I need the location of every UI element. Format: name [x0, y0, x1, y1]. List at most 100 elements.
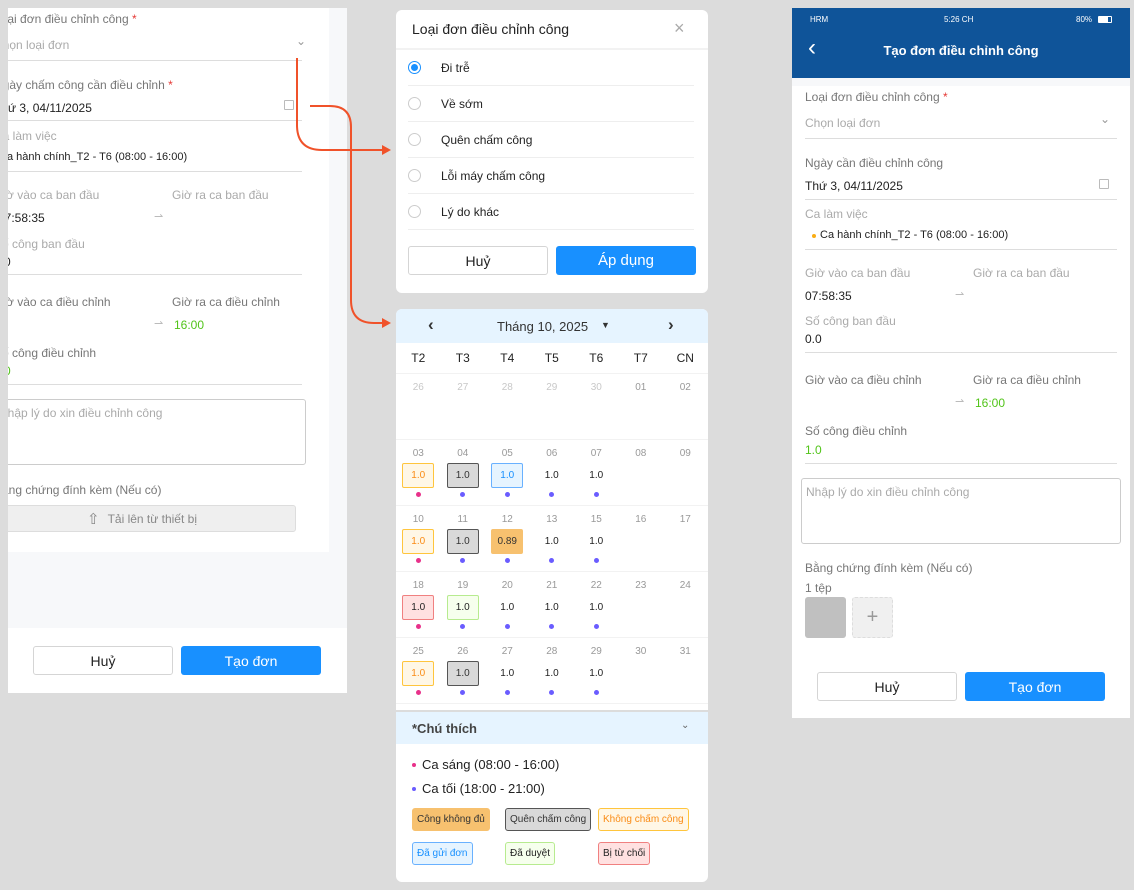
calendar-day[interactable]: 27 1.0	[485, 638, 530, 695]
calendar-day[interactable]: 29 1.0	[574, 638, 619, 695]
legend-shift-morning: Ca sáng (08:00 - 16:00)	[412, 757, 559, 772]
attachment-thumbnail[interactable]	[805, 597, 846, 638]
radio-button[interactable]	[408, 133, 421, 146]
day-number: 29	[590, 646, 602, 657]
legend-tag: Đã duyệt	[505, 842, 556, 865]
calendar-day[interactable]: 19 1.0	[441, 572, 486, 629]
shift-text: Ca sáng (08:00 - 16:00)	[422, 757, 560, 772]
submit-button[interactable]: Tạo đơn	[181, 646, 321, 675]
day-number: 21	[546, 580, 558, 591]
calendar-day[interactable]: 28	[485, 374, 530, 393]
calendar-day[interactable]: 24	[663, 572, 708, 591]
close-icon[interactable]: ×	[674, 18, 685, 38]
cancel-button[interactable]: Huỷ	[817, 672, 957, 701]
day-number: 03	[412, 448, 424, 459]
calendar-day[interactable]: 31	[663, 638, 708, 657]
next-month-icon[interactable]: ›	[668, 315, 674, 334]
date-field[interactable]: Thứ 3, 04/11/2025	[805, 179, 903, 193]
calendar-day[interactable]: 22 1.0	[574, 572, 619, 629]
clock: 5:26 CH	[944, 15, 974, 24]
work-value: 1.0	[491, 463, 524, 488]
cancel-button[interactable]: Huỷ	[33, 646, 173, 675]
radio-button[interactable]	[408, 97, 421, 110]
type-select[interactable]: Chọn loại đơn	[8, 38, 70, 52]
radio-button[interactable]	[408, 169, 421, 182]
option-5[interactable]: Lý do khác	[408, 194, 694, 230]
chevron-down-icon[interactable]: ⌄	[296, 34, 307, 48]
calendar-icon[interactable]	[284, 100, 294, 110]
calendar-day[interactable]: 08	[619, 440, 664, 459]
calendar-day[interactable]: 21 1.0	[530, 572, 575, 629]
option-label: Lỗi máy chấm công	[441, 168, 546, 183]
calendar-day[interactable]: 28 1.0	[530, 638, 575, 695]
month-title[interactable]: Tháng 10, 2025	[497, 319, 589, 334]
calendar-day[interactable]: 20 1.0	[485, 572, 530, 629]
reason-textarea[interactable]: Nhập lý do xin điều chỉnh công	[8, 399, 306, 465]
calendar-day[interactable]: 06 1.0	[530, 440, 575, 497]
prev-month-icon[interactable]: ‹	[428, 315, 434, 334]
chevron-down-icon[interactable]: ⌄	[1100, 112, 1111, 126]
calendar-day[interactable]: 30	[574, 374, 619, 393]
calendar-day[interactable]: 25 1.0	[396, 638, 441, 695]
calendar-day[interactable]: 29	[530, 374, 575, 393]
weekday-label: T3	[455, 351, 470, 365]
work-value: 1.0	[544, 536, 559, 547]
calendar-day[interactable]: 01	[619, 374, 664, 393]
calendar-day[interactable]: 09	[663, 440, 708, 459]
work-orig-label: Số công ban đầu	[805, 314, 896, 328]
radio-button[interactable]	[408, 205, 421, 218]
shift-dot	[812, 234, 816, 238]
apply-button[interactable]: Áp dụng	[556, 246, 696, 275]
calendar-day[interactable]: 12 0.89	[485, 506, 530, 563]
calendar-day[interactable]: 18 1.0	[396, 572, 441, 629]
calendar-day[interactable]: 07 1.0	[574, 440, 619, 497]
back-icon[interactable]: ‹	[808, 34, 816, 61]
work-adj-label: Số công điều chỉnh	[8, 346, 97, 360]
day-number: 26	[457, 646, 469, 657]
calendar-day[interactable]: 04 1.0	[441, 440, 486, 497]
add-attachment-button[interactable]: +	[852, 597, 893, 638]
calendar-day[interactable]: 26	[396, 374, 441, 393]
calendar-day[interactable]: 11 1.0	[441, 506, 486, 563]
calendar-day[interactable]: 16	[619, 506, 664, 525]
calendar-day[interactable]: 02	[663, 374, 708, 393]
submit-button[interactable]: Tạo đơn	[965, 672, 1105, 701]
option-4[interactable]: Lỗi máy chấm công	[408, 158, 694, 194]
option-1[interactable]: Đi trễ	[408, 50, 694, 86]
calendar-day[interactable]: 03 1.0	[396, 440, 441, 497]
day-number: 13	[546, 514, 558, 525]
calendar-day[interactable]: 13 1.0	[530, 506, 575, 563]
left-form-panel: Loại đơn điều chỉnh công * Chọn loại đơn…	[8, 8, 347, 693]
radio-button[interactable]	[408, 61, 421, 74]
calendar-day[interactable]: 27	[441, 374, 486, 393]
chevron-down-icon[interactable]: ⌄	[681, 720, 690, 731]
out-adj-value[interactable]: 16:00	[975, 396, 1006, 410]
upload-button[interactable]: ⇧ Tải lên từ thiết bị	[8, 505, 296, 532]
out-adj-value[interactable]: 16:00	[174, 318, 205, 332]
modal-cancel-button[interactable]: Huỷ	[408, 246, 548, 275]
day-number: 22	[590, 580, 602, 591]
plus-icon: +	[866, 606, 879, 628]
calendar-day[interactable]: 26 1.0	[441, 638, 486, 695]
shift-dot	[593, 624, 599, 629]
calendar-day[interactable]: 10 1.0	[396, 506, 441, 563]
reason-textarea[interactable]: Nhập lý do xin điều chỉnh công	[801, 478, 1121, 544]
date-field[interactable]: Thứ 3, 04/11/2025	[8, 101, 92, 115]
caret-down-icon[interactable]: ▼	[601, 320, 610, 330]
day-number: 18	[412, 580, 424, 591]
calendar-day[interactable]: 30	[619, 638, 664, 657]
calendar-day[interactable]: 15 1.0	[574, 506, 619, 563]
type-select[interactable]: Chọn loại đơn	[805, 116, 881, 130]
option-2[interactable]: Về sớm	[408, 86, 694, 122]
day-number: 29	[546, 382, 558, 393]
shift-dot	[593, 558, 599, 563]
calendar-day[interactable]: 05 1.0	[485, 440, 530, 497]
calendar-day[interactable]: 17	[663, 506, 708, 525]
shift-dot	[460, 624, 466, 629]
weekday-label: T7	[633, 351, 648, 365]
shift-label: Ca làm việc	[8, 129, 57, 143]
legend-tag: Không chấm công	[598, 808, 689, 831]
calendar-icon[interactable]	[1099, 179, 1109, 189]
option-3[interactable]: Quên chấm công	[408, 122, 694, 158]
calendar-day[interactable]: 23	[619, 572, 664, 591]
